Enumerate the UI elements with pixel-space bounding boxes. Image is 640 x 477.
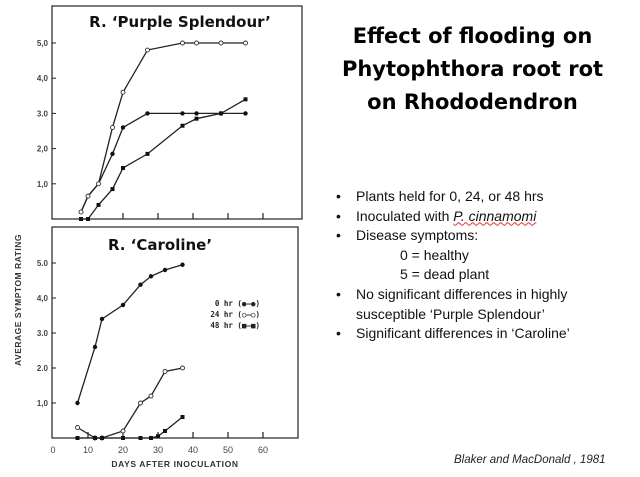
series-line [76, 264, 183, 404]
bullet-text: Inoculated with [356, 207, 454, 224]
title-line: Effect of flooding on [352, 24, 593, 48]
data-point [149, 436, 153, 440]
data-point [194, 116, 199, 121]
data-point [243, 40, 248, 46]
data-point [110, 187, 115, 192]
data-point [218, 40, 224, 46]
data-point [180, 40, 185, 46]
data-point [194, 40, 199, 46]
data-point [120, 428, 126, 434]
data-point [110, 125, 115, 130]
title-line: on Rhododendron [367, 90, 578, 114]
bullet-item: Inoculated with P. cinnamomi [336, 207, 570, 227]
y-tick-label: 5,0 [37, 39, 49, 48]
data-point [85, 193, 91, 199]
slide-title: Effect of flooding on Phytophthora root … [325, 20, 620, 119]
legend-entry: 0 hr (●—●) [215, 299, 260, 308]
data-point [93, 436, 97, 440]
bullet-item: Plants held for 0, 24, or 48 hrs [336, 187, 570, 207]
y-axis-label: AVERAGE SYMPTOM RATING [13, 234, 23, 366]
data-point [86, 217, 90, 221]
data-point [180, 123, 185, 128]
data-point [156, 434, 160, 439]
data-point [243, 111, 248, 116]
x-tick-label: 20 [118, 445, 128, 455]
y-tick-label: 1,0 [37, 180, 49, 189]
x-tick-label: 10 [83, 445, 93, 455]
bullet-item: Disease symptoms: [336, 226, 570, 246]
data-point [96, 202, 101, 207]
data-point [163, 429, 167, 433]
bullet-list: Plants held for 0, 24, or 48 hrs Inocula… [336, 187, 570, 344]
data-point [148, 274, 154, 279]
data-point [194, 111, 199, 116]
series-line [81, 98, 246, 220]
data-point [138, 400, 143, 406]
series-line [77, 367, 183, 439]
data-point [96, 181, 101, 187]
y-tick-label: 2,0 [37, 145, 49, 154]
y-tick-label: 4,0 [37, 74, 49, 83]
data-point [138, 436, 143, 440]
data-point [120, 125, 126, 130]
data-point [180, 415, 185, 419]
chart-title: R. ‘Purple Splendour’ [89, 13, 271, 31]
y-tick-label: 3.0 [37, 109, 49, 118]
data-point [148, 393, 154, 399]
data-point [92, 344, 98, 350]
legend-entry: 48 hr (■—■) [210, 321, 260, 330]
data-point [180, 111, 185, 116]
data-point [219, 111, 223, 116]
bullet-item: No significant differences in highly susc… [336, 285, 570, 324]
data-point [243, 97, 248, 102]
chart-title: R. ‘Caroline’ [108, 236, 212, 254]
data-point [162, 267, 168, 273]
data-point [121, 436, 125, 440]
data-point [75, 400, 80, 406]
data-point [180, 262, 185, 267]
plot-frame [51, 226, 299, 439]
data-point [79, 217, 83, 221]
x-tick-label: 0 [50, 445, 55, 455]
data-point [78, 209, 84, 215]
y-tick-label: 5.0 [37, 259, 49, 268]
bullet-text: susceptible ‘Purple Splendour’ [356, 305, 545, 322]
y-tick-label: 2.0 [37, 364, 49, 373]
sub-item: 5 = dead plant [400, 266, 490, 283]
data-point [145, 111, 150, 116]
series-line [80, 42, 246, 213]
x-tick-label: 40 [188, 445, 198, 455]
data-point [100, 436, 104, 440]
data-point [121, 165, 125, 170]
title-line: Phytophthora root rot [341, 57, 604, 81]
data-point [145, 151, 150, 156]
bullet-item: Significant differences in ‘Caroline’ [336, 324, 570, 344]
y-tick-label: 3.0 [37, 329, 49, 338]
y-tick-label: 4,0 [37, 294, 49, 303]
sub-item: 0 = healthy [400, 246, 469, 263]
citation: Blaker and MacDonald , 1981 [454, 454, 606, 466]
legend-entry: 24 hr (○—○) [210, 310, 260, 319]
data-point [180, 365, 185, 371]
y-tick-label: 1,0 [37, 399, 49, 408]
x-tick-label: 30 [153, 445, 163, 455]
data-point [145, 47, 150, 53]
x-tick-label: 60 [258, 445, 268, 455]
data-point [138, 282, 143, 287]
chart-1: R. ‘Caroline’ 1,0 2.0 3.0 4,0 5.0 0 10 20 30 40 50 6… [37, 226, 299, 469]
data-point [120, 302, 126, 308]
data-point [120, 89, 126, 95]
species-name: P. cinnamomi [453, 207, 537, 224]
chart-0: R. ‘Purple Splendour’ 1,0 2,0 3.0 4,0 5,0 AVER… [13, 5, 303, 366]
x-axis-label: DAYS AFTER INOCULATION [111, 459, 238, 469]
data-point [99, 316, 105, 322]
plot-frame [51, 5, 303, 220]
bullet-text: No significant differences in highly [356, 285, 568, 302]
data-point [75, 425, 80, 430]
x-tick-label: 50 [223, 445, 233, 455]
data-point [162, 369, 168, 374]
data-point [110, 151, 115, 157]
data-point [75, 436, 80, 440]
